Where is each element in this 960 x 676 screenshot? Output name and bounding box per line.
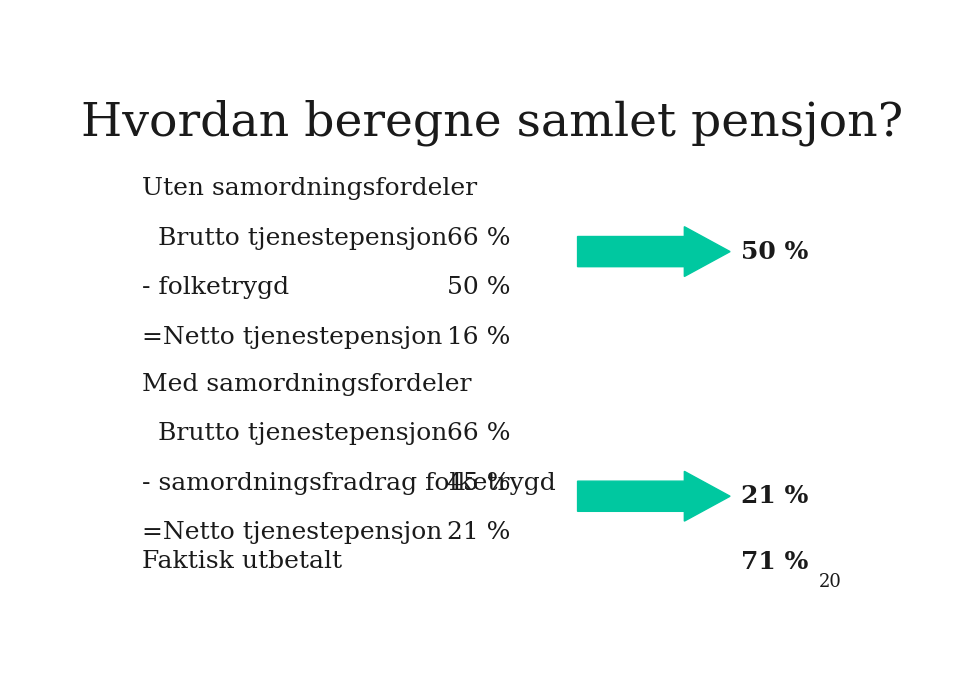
Text: 21 %: 21 % (447, 521, 511, 544)
FancyArrow shape (578, 471, 730, 521)
Text: Hvordan beregne samlet pensjon?: Hvordan beregne samlet pensjon? (81, 99, 903, 146)
Text: 66 %: 66 % (447, 422, 511, 445)
Text: 16 %: 16 % (447, 326, 511, 349)
Text: =Netto tjenestepensjon: =Netto tjenestepensjon (142, 326, 443, 349)
Text: - samordningsfradrag folketrygd: - samordningsfradrag folketrygd (142, 472, 556, 495)
Text: Med samordningsfordeler: Med samordningsfordeler (142, 372, 471, 395)
Text: 20: 20 (819, 573, 842, 592)
Text: 50 %: 50 % (447, 276, 511, 299)
FancyArrow shape (578, 226, 730, 276)
Text: 50 %: 50 % (741, 239, 808, 264)
Text: - folketrygd: - folketrygd (142, 276, 290, 299)
Text: Uten samordningsfordeler: Uten samordningsfordeler (142, 177, 477, 200)
Text: Brutto tjenestepensjon: Brutto tjenestepensjon (142, 227, 447, 250)
Text: Faktisk utbetalt: Faktisk utbetalt (142, 550, 343, 573)
Text: 45 %: 45 % (447, 472, 511, 495)
Text: 66 %: 66 % (447, 227, 511, 250)
Text: 21 %: 21 % (741, 484, 808, 508)
Text: =Netto tjenestepensjon: =Netto tjenestepensjon (142, 521, 443, 544)
Text: 71 %: 71 % (741, 550, 808, 574)
Text: Brutto tjenestepensjon: Brutto tjenestepensjon (142, 422, 447, 445)
